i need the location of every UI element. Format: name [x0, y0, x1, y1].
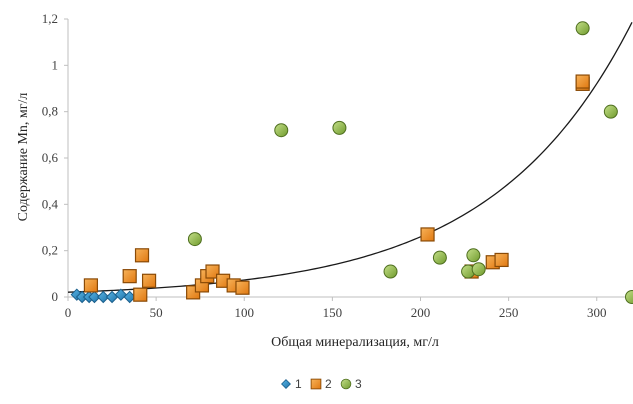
series-3-point [384, 265, 397, 278]
series-3-point [467, 249, 480, 262]
series-2 [84, 75, 589, 301]
series-2-point [134, 288, 147, 301]
series-2-point [495, 253, 508, 266]
x-tick-label: 150 [323, 305, 343, 320]
y-tick-label: 0,4 [42, 196, 59, 211]
series-2-point [576, 75, 589, 88]
y-tick-label: 0 [52, 289, 59, 304]
series-2-point [136, 249, 149, 262]
y-tick-label: 0,8 [42, 104, 58, 119]
data-points [71, 22, 633, 304]
series-3-point [626, 291, 633, 304]
legend-item-3: 3 [341, 377, 362, 391]
series-3 [188, 22, 633, 304]
legend-marker-3 [341, 379, 351, 389]
y-tick-label: 0,2 [42, 243, 58, 258]
x-tick-label: 0 [65, 305, 72, 320]
legend-label-2: 2 [325, 377, 332, 391]
x-tick-label: 100 [235, 305, 255, 320]
series-3-point [433, 251, 446, 264]
series-3-point [333, 121, 346, 134]
series-3-point [275, 124, 288, 137]
y-tick-label: 1 [52, 57, 59, 72]
legend-marker-2 [311, 379, 321, 389]
legend-label-3: 3 [355, 377, 362, 391]
series-3-point [576, 22, 589, 35]
series-3-point [188, 233, 201, 246]
trendline-layer [68, 22, 632, 292]
x-tick-label: 200 [411, 305, 431, 320]
y-tick-label: 0,6 [42, 150, 59, 165]
legend-marker-1 [282, 380, 291, 389]
trendline [68, 22, 632, 292]
x-axis-title: Общая минерализация, мг/л [271, 335, 439, 350]
legend-label-1: 1 [295, 377, 302, 391]
series-2-point [123, 270, 136, 283]
y-tick-label: 1,2 [42, 11, 58, 26]
series-3-point [472, 263, 485, 276]
series-2-point [421, 228, 434, 241]
x-tick-label: 300 [587, 305, 607, 320]
legend-item-1: 1 [282, 377, 302, 391]
legend: 1 2 3 [282, 377, 362, 391]
x-tick-label: 50 [150, 305, 163, 320]
series-2-point [84, 279, 97, 292]
series-2-point [143, 274, 156, 287]
legend-item-2: 2 [311, 377, 332, 391]
series-2-point [236, 281, 249, 294]
y-axis-title: Содержание Mn, мг/л [16, 93, 31, 222]
series-3-point [604, 105, 617, 118]
x-tick-label: 250 [499, 305, 519, 320]
series-1-point [107, 292, 118, 303]
